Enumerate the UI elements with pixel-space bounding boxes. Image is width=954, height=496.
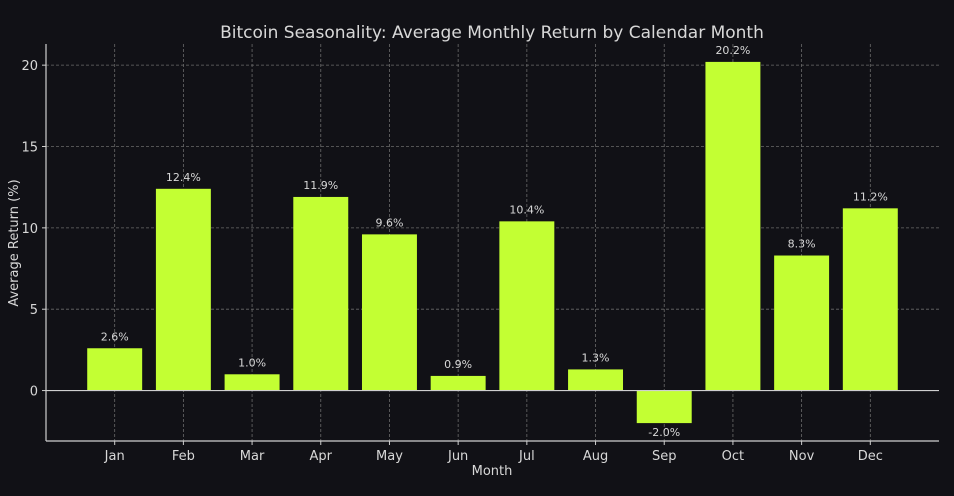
data-label: 1.0% [238,356,266,369]
y-tick-label: 15 [21,141,38,156]
x-tick-label: Jul [518,449,535,464]
bar-oct [705,61,761,391]
bar-may [361,234,417,391]
x-tick-label: Sep [652,449,677,464]
data-label: 11.2% [853,190,888,203]
bar-apr [293,196,349,391]
bar-aug [568,369,624,391]
bar-nov [774,255,830,391]
bar-jan [87,348,143,391]
bar-jun [430,375,486,391]
x-tick-label: Apr [310,449,333,464]
bar-sep [636,390,692,424]
data-label: 9.6% [375,216,403,229]
y-axis-label: Average Return (%) [7,179,22,306]
data-label: 1.3% [582,351,610,364]
x-tick-label: Oct [722,449,744,464]
bar-mar [224,374,280,391]
axes: 0 5 10 15 20 Jan Feb Mar Apr May Jun Jul Aug Sep Oct No… [21,44,939,464]
chart-title: Bitcoin Seasonality: Average Monthly Ret… [220,23,764,43]
x-tick-label: Jan [104,449,125,464]
x-tick-label: Feb [172,449,195,464]
data-label: 12.4% [166,171,201,184]
x-tick-label: Jun [447,449,468,464]
x-tick-label: Mar [240,449,265,464]
x-tick-label: Dec [858,449,883,464]
y-tick-label: 0 [30,385,38,400]
data-label: 8.3% [788,238,816,251]
data-label: 20.2% [715,44,750,57]
data-labels: 2.6% 12.4% 1.0% 11.9% 9.6% 0.9% 10.4% 1.3% -2.0%… [101,44,888,439]
x-axis-label: Month [472,464,513,479]
bar-jul [499,221,555,391]
y-tick-label: 10 [21,222,38,237]
x-tick-label: May [376,449,403,464]
bar-dec [842,208,898,391]
bar-feb [155,188,211,391]
y-tick-label: 20 [21,59,38,74]
data-label: 0.9% [444,358,472,371]
data-label: 2.6% [101,330,129,343]
x-tick-label: Nov [789,449,815,464]
bars [87,61,898,424]
data-label: -2.0% [648,426,680,439]
data-label: 11.9% [303,179,338,192]
y-tick-label: 5 [30,303,38,318]
x-tick-label: Aug [583,449,608,464]
data-label: 10.4% [509,203,544,216]
